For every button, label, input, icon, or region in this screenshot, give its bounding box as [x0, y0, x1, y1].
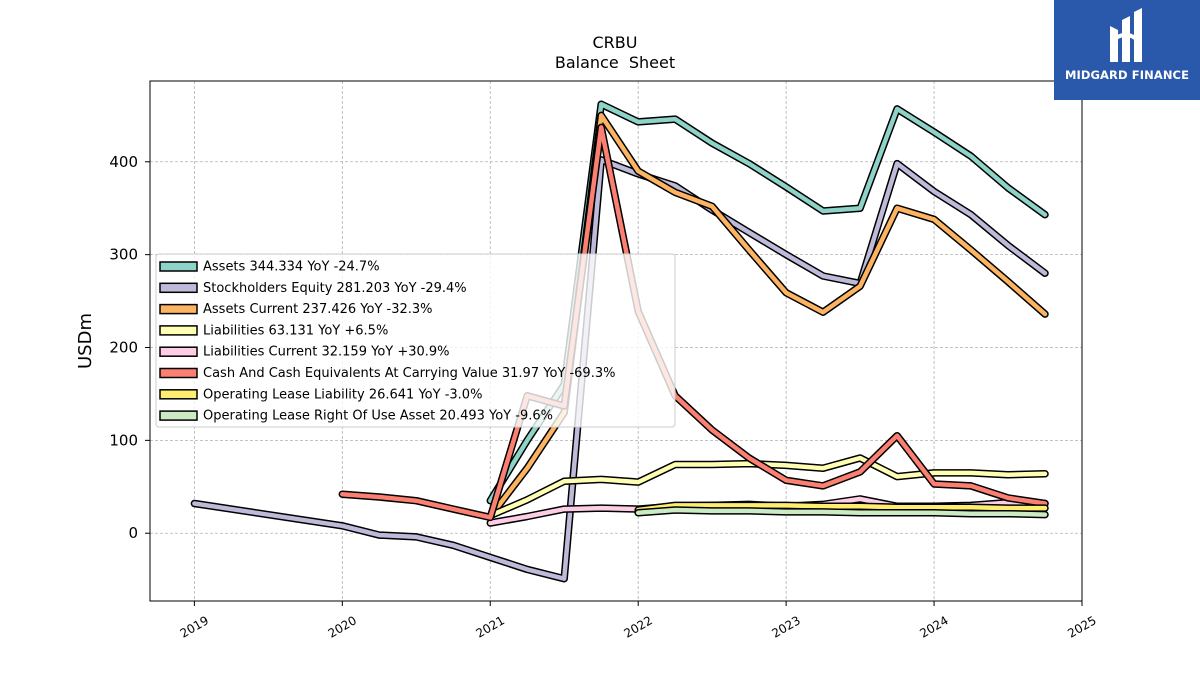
series-line — [635, 507, 1048, 517]
y-tick-label: 400 — [109, 153, 138, 171]
legend: Assets 344.334 YoY -24.7% Stockholders Eq… — [155, 253, 676, 428]
series-operating-lease-liability — [634, 501, 1049, 514]
series-stockholders-equity — [190, 156, 1049, 583]
x-tick-label: 2022 — [621, 613, 654, 640]
legend-entry: Liabilities 63.131 YoY +6.5% — [203, 323, 388, 338]
legend-swatch — [159, 303, 198, 315]
x-tick-label: 2024 — [917, 613, 950, 640]
legend-swatch — [159, 325, 198, 336]
legend-entry: Operating Lease Right Of Use Asset 20.49… — [203, 409, 553, 424]
series-line — [635, 503, 1048, 513]
logo-text: MIDGARD FINANCE — [1064, 68, 1190, 82]
legend-entry: Assets Current 237.426 YoY -32.3% — [203, 302, 433, 317]
chart-subtitle: Balance Sheet — [555, 53, 675, 72]
x-tick-label: 2025 — [1065, 613, 1098, 640]
x-tick-label: 2021 — [474, 613, 507, 640]
legend-entry: Operating Lease Liability 26.641 YoY -3.… — [203, 387, 482, 402]
legend-swatch — [159, 346, 198, 357]
series-cash-and-cash-equivalents-at-carrying-value — [338, 123, 1049, 522]
series-liabilities — [486, 454, 1049, 520]
x-tick-label: 2023 — [769, 613, 802, 640]
plot-frame — [149, 80, 1083, 602]
y-tick-label: 100 — [109, 431, 138, 449]
x-tick-label: 2019 — [178, 613, 211, 640]
legend-box — [155, 253, 676, 428]
y-tick-label: 200 — [109, 339, 138, 357]
y-tick-label: 300 — [109, 246, 138, 264]
series-line — [192, 157, 1048, 581]
legend-swatch — [159, 261, 198, 272]
series-line — [488, 455, 1048, 518]
chart-title: CRBU — [593, 33, 638, 52]
legend-swatch — [159, 410, 198, 421]
legend-swatch — [159, 282, 198, 294]
y-axis-label: USDm — [75, 313, 96, 369]
x-tick-label: 2020 — [326, 613, 359, 640]
legend-entry: Liabilities Current 32.159 YoY +30.9% — [203, 345, 450, 360]
series-line — [340, 125, 1048, 520]
midgard-logo-icon — [1110, 8, 1142, 62]
legend-swatch — [159, 367, 198, 379]
legend-entry: Stockholders Equity 281.203 YoY -29.4% — [203, 281, 467, 296]
legend-entry: Cash And Cash Equivalents At Carrying Va… — [203, 366, 615, 381]
legend-swatch — [159, 389, 198, 400]
legend-entry: Assets 344.334 YoY -24.7% — [203, 260, 380, 275]
midgard-finance-logo: MIDGARD FINANCE — [1054, 0, 1200, 100]
series-operating-lease-right-of-use-asset — [634, 506, 1049, 519]
y-tick-label: 0 — [128, 524, 138, 542]
